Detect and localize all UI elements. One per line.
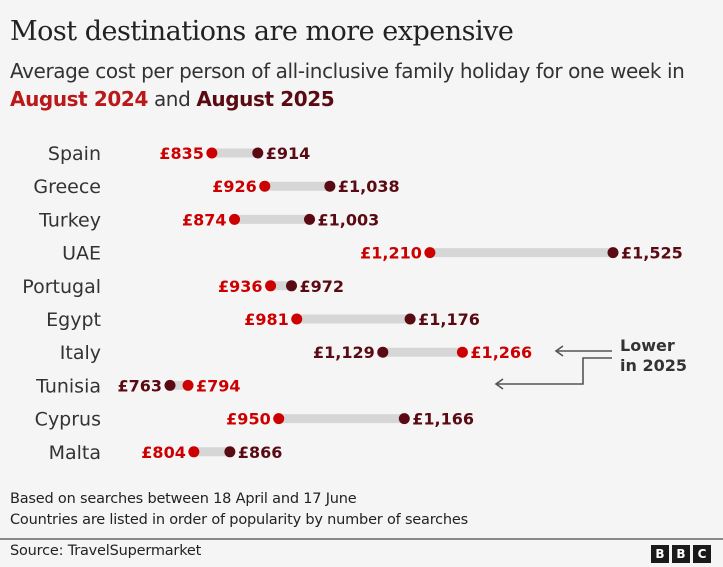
chart-row-cyprus: Cyprus £950 £1,166 <box>35 409 474 431</box>
bbc-logo-letter: B <box>651 545 669 563</box>
point-aug-2024 <box>265 280 277 292</box>
chart-row-turkey: Turkey £874 £1,003 <box>38 209 379 231</box>
subtitle-and: and <box>153 87 191 111</box>
point-aug-2025 <box>224 446 236 458</box>
value-label-aug-2024: £874 <box>182 210 227 229</box>
country-label: Portugal <box>22 276 101 298</box>
subtitle-prefix: Average cost per person of all-inclusive… <box>10 59 685 83</box>
point-aug-2024 <box>182 379 194 391</box>
point-aug-2025 <box>404 313 416 325</box>
annotation-arrow-tunisia <box>494 357 612 390</box>
chart-rows: Spain £835 £914 Greece £926 £1,038 Turkey £874 £… <box>22 143 682 464</box>
point-aug-2024 <box>291 313 303 325</box>
chart-row-tunisia: Tunisia £763 £794 <box>35 375 240 397</box>
value-label-aug-2025: £1,003 <box>318 210 380 229</box>
subtitle-year-2024: August 2024 <box>10 87 148 111</box>
point-aug-2024 <box>273 413 285 425</box>
point-aug-2025 <box>164 379 176 391</box>
point-aug-2025 <box>304 213 316 225</box>
point-aug-2025 <box>324 180 336 192</box>
point-aug-2024 <box>456 346 468 358</box>
country-label: Spain <box>48 143 101 165</box>
point-aug-2025 <box>286 280 298 292</box>
dumbbell-chart: Spain £835 £914 Greece £926 £1,038 Turkey £874 £… <box>22 143 687 464</box>
footer-divider <box>0 538 723 540</box>
chart-title: Most destinations are more expensive <box>10 16 514 47</box>
chart-row-greece: Greece £926 £1,038 <box>33 176 399 198</box>
point-aug-2024 <box>424 247 436 259</box>
source-text: Source: TravelSupermarket <box>10 543 202 559</box>
bbc-logo-letter: C <box>693 545 711 563</box>
footnote-searches: Based on searches between 18 April and 1… <box>10 491 357 507</box>
chart-subtitle: Average cost per person of all-inclusive… <box>10 57 723 113</box>
value-label-aug-2024: £835 <box>159 144 204 163</box>
point-aug-2024 <box>229 213 241 225</box>
chart-row-portugal: Portugal £936 £972 <box>22 276 344 298</box>
point-aug-2025 <box>252 147 264 159</box>
value-label-aug-2025: £1,176 <box>418 310 480 329</box>
value-label-aug-2025: £1,129 <box>313 343 375 362</box>
chart-row-malta: Malta £804 £866 <box>49 442 283 464</box>
value-label-aug-2024: £926 <box>212 177 257 196</box>
annotation: Lower in 2025 <box>494 336 687 390</box>
chart-row-spain: Spain £835 £914 <box>48 143 310 165</box>
point-aug-2025 <box>377 346 389 358</box>
point-aug-2024 <box>188 446 200 458</box>
point-aug-2025 <box>398 413 410 425</box>
value-label-aug-2024: £1,210 <box>360 244 422 263</box>
value-label-aug-2025: £866 <box>238 443 283 462</box>
country-label: Tunisia <box>35 375 101 397</box>
value-label-aug-2024: £981 <box>244 310 289 329</box>
value-label-aug-2024: £804 <box>141 443 186 462</box>
annotation-line1: Lower <box>620 336 675 355</box>
value-label-aug-2025: £1,038 <box>338 177 400 196</box>
value-label-aug-2024: £950 <box>226 410 271 429</box>
point-aug-2025 <box>607 247 619 259</box>
country-label: Greece <box>33 176 101 198</box>
value-label-aug-2025: £972 <box>300 277 345 296</box>
country-label: Egypt <box>46 309 101 331</box>
annotation-line2: in 2025 <box>620 356 687 375</box>
country-label: Italy <box>60 342 101 364</box>
subtitle-year-2025: August 2025 <box>196 87 335 111</box>
value-label-aug-2024: £794 <box>196 376 241 395</box>
value-label-aug-2024: £936 <box>218 277 263 296</box>
value-label-aug-2025: £1,525 <box>621 244 683 263</box>
chart-row-italy: Italy £1,129 £1,266 <box>60 342 532 364</box>
country-label: Cyprus <box>35 409 101 431</box>
country-label: UAE <box>62 243 101 265</box>
bbc-logo-letter: B <box>672 545 690 563</box>
point-aug-2024 <box>206 147 218 159</box>
value-label-aug-2025: £914 <box>266 144 311 163</box>
value-label-aug-2024: £1,266 <box>470 343 532 362</box>
chart-row-uae: UAE £1,210 £1,525 <box>62 243 683 265</box>
country-label: Turkey <box>38 209 101 231</box>
value-label-aug-2025: £763 <box>117 376 162 395</box>
country-label: Malta <box>49 442 101 464</box>
annotation-arrow-italy <box>554 345 612 357</box>
point-aug-2024 <box>259 180 271 192</box>
chart-row-egypt: Egypt £981 £1,176 <box>46 309 480 331</box>
bbc-logo: B B C <box>651 545 711 563</box>
value-label-aug-2025: £1,166 <box>412 410 474 429</box>
footnote-order: Countries are listed in order of popular… <box>10 512 468 528</box>
